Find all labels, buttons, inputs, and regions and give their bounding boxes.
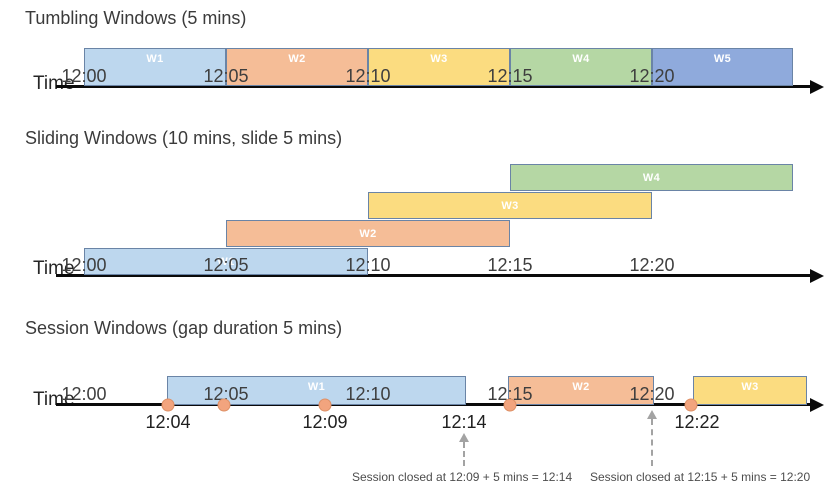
window-label: W2 bbox=[572, 381, 590, 393]
tick-label: 12:20 bbox=[629, 384, 675, 404]
dashed-arrow-up-icon bbox=[459, 433, 469, 442]
event-time-label: 12:09 bbox=[302, 412, 348, 432]
tumbling-section-title: Tumbling Windows (5 mins) bbox=[25, 8, 247, 28]
tick-label: 12:15 bbox=[487, 255, 533, 275]
timeline bbox=[56, 274, 812, 277]
window-bar: W1 bbox=[167, 376, 466, 405]
tick-label: 12:15 bbox=[487, 66, 533, 86]
window-label: W1 bbox=[146, 53, 164, 65]
tick-label: 12:10 bbox=[345, 255, 391, 275]
window-label: W3 bbox=[741, 381, 759, 393]
window-label: W5 bbox=[713, 53, 732, 65]
tick-label: 12:00 bbox=[61, 255, 107, 275]
window-label: W1 bbox=[307, 381, 326, 393]
window-label: W4 bbox=[642, 171, 661, 184]
event-dot bbox=[318, 398, 332, 412]
event-dot bbox=[684, 398, 698, 412]
window-bar: W2 bbox=[226, 48, 368, 86]
session-annotation: Session closed at 12:09 + 5 mins = 12:14 bbox=[352, 470, 573, 484]
event-dot bbox=[503, 398, 517, 412]
timeline-arrowhead-icon bbox=[810, 80, 824, 94]
tick-label: 12:10 bbox=[345, 66, 391, 86]
window-label: W3 bbox=[501, 199, 519, 212]
window-bar: W4 bbox=[510, 48, 652, 86]
session-section-title: Session Windows (gap duration 5 mins) bbox=[25, 318, 343, 338]
window-label: W3 bbox=[430, 53, 448, 65]
window-label: W1 bbox=[217, 255, 235, 268]
window-bar: W3 bbox=[693, 376, 807, 405]
dashed-arrow-line bbox=[651, 419, 653, 466]
tick-label: 12:15 bbox=[487, 384, 533, 404]
timeline-arrowhead-icon bbox=[810, 269, 824, 283]
event-time-label: 12:14 bbox=[441, 412, 487, 432]
tick-label: 12:10 bbox=[345, 384, 391, 404]
tick-label: 12:00 bbox=[61, 66, 107, 86]
timeline bbox=[56, 85, 812, 88]
timeline-arrowhead-icon bbox=[810, 398, 824, 412]
tick-label: 12:05 bbox=[203, 66, 249, 86]
event-dot bbox=[217, 398, 231, 412]
window-bar: W4 bbox=[510, 164, 793, 191]
window-bar: W2 bbox=[508, 376, 654, 405]
window-bar: W3 bbox=[368, 192, 652, 219]
time-axis-label: Time bbox=[33, 258, 75, 279]
tick-label: 12:00 bbox=[61, 384, 107, 404]
window-label: W2 bbox=[359, 227, 377, 240]
window-bar: W2 bbox=[226, 220, 510, 247]
event-dot bbox=[161, 398, 175, 412]
tick-label: 12:20 bbox=[629, 66, 675, 86]
tick-label: 12:05 bbox=[203, 384, 249, 404]
session-annotation: Session closed at 12:15 + 5 mins = 12:20 bbox=[590, 470, 811, 484]
tick-label: 12:05 bbox=[203, 255, 249, 275]
event-time-label: 12:22 bbox=[674, 412, 720, 432]
window-label: W2 bbox=[288, 53, 306, 65]
event-time-label: 12:04 bbox=[145, 412, 191, 432]
window-bar: W1 bbox=[84, 48, 226, 86]
window-bar: W5 bbox=[652, 48, 793, 86]
window-bar: W3 bbox=[368, 48, 510, 86]
dashed-arrow-up-icon bbox=[647, 410, 657, 419]
window-label: W4 bbox=[572, 53, 590, 65]
window-bar: W1 bbox=[84, 248, 368, 275]
dashed-arrow-line bbox=[463, 442, 465, 466]
sliding-section-title: Sliding Windows (10 mins, slide 5 mins) bbox=[25, 128, 343, 148]
tick-label: 12:20 bbox=[629, 255, 675, 275]
time-axis-label: Time bbox=[33, 73, 75, 94]
